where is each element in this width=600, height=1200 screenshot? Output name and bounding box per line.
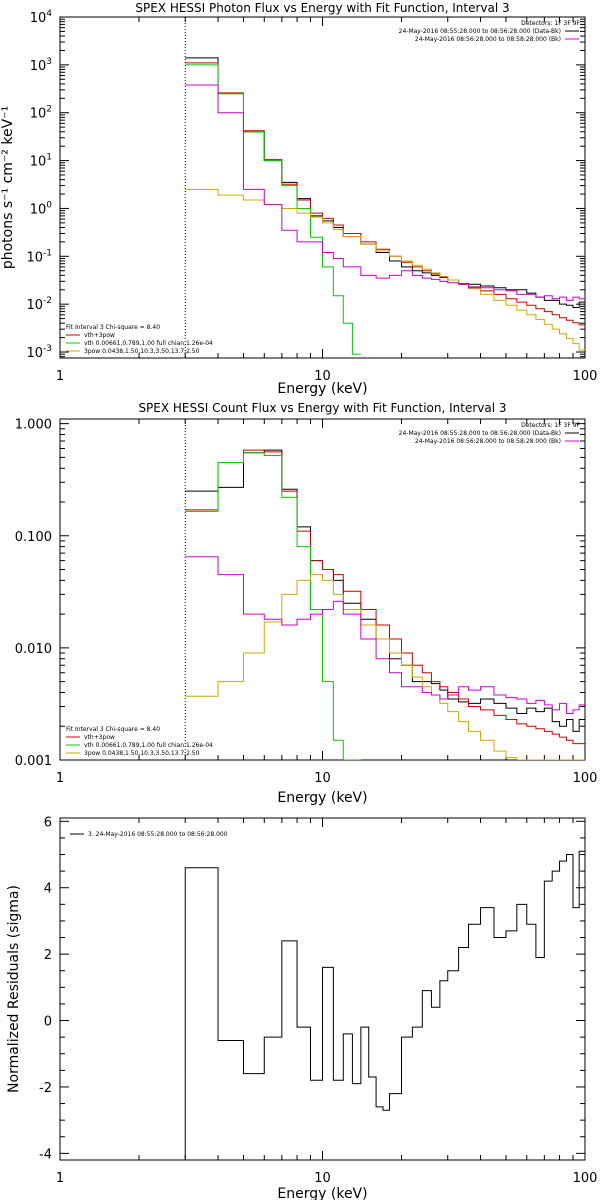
x-tick-label: 100 [573,369,598,384]
x-tick-label: 1 [56,771,64,786]
y-tick-label: 2 [44,948,52,963]
x-tick-label: 10 [314,1171,331,1186]
y-tick-label: 0.010 [15,642,52,657]
chart-3: 1 10 100 Energy (keV) -4 -2 0 2 4 6 Normalized Res… [6,815,597,1200]
plot-frame [59,16,586,359]
y-tick-label: 1.000 [15,418,52,433]
legend-entry: 24-May-2016 08:56:28.000 to 08:58:28.000… [415,438,561,445]
y-tick-label: 0 [44,1015,52,1030]
series-group [185,449,585,760]
legend-header: Fit Interval 3 Chi-square = 8.40 [66,324,160,331]
y-tick-label: 0.001 [15,754,52,769]
y-tick-label: 4 [44,882,52,897]
y-axis: 0.001 0.010 0.100 1.000 [15,418,585,769]
y-axis-label: counts s⁻¹ cm⁻² keV⁻¹ [0,513,1,667]
legend-entry: vth+3pow [84,332,115,339]
legend-entry: 3pow 0.0438,1.50,10.3,3.50,13.7,2.50 [84,750,200,757]
legend-bottom-left: Fit Interval 3 Chi-square = 8.40vth+3pow… [66,726,213,757]
x-tick-label: 1 [56,369,64,384]
y-tick-label: 104 [30,9,53,26]
series-3pow [185,574,585,760]
y-tick-label: 100 [30,200,53,217]
legend-entry: 3. 24-May-2016 08:55:28.000 to 08:56:28.… [88,831,228,838]
chart-title: SPEX HESSI Photon Flux vs Energy with Fi… [135,1,509,15]
series-group [185,57,585,355]
legend-header: Detectors: 1F 3F 9F [521,422,580,429]
x-axis-label: Energy (keV) [277,790,367,806]
series-vth-3pow [185,449,585,745]
series-data-bk [185,57,585,309]
y-axis: -4 -2 0 2 4 6 [39,815,585,1162]
x-tick-label: 10 [314,369,331,384]
x-tick-label: 10 [314,771,331,786]
legend-entry: vth 0.00661,0.789,1.00 full chian 1.26e-… [84,340,213,347]
chart-1: SPEX HESSI Photon Flux vs Energy with Fi… [0,1,597,397]
series-vth [185,64,361,355]
y-tick-label: 10-2 [26,296,52,313]
series-3pow [185,188,585,351]
legend-entry: 3pow 0.0438,1.50,10.3,3.50,13.7,2.50 [84,348,200,355]
series-vth-3pow [185,62,585,326]
x-tick-label: 100 [573,771,598,786]
chart-title: SPEX HESSI Count Flux vs Energy with Fit… [138,401,506,415]
series-data-bk [185,449,585,732]
legend-header: Detectors: 1F 3F 9F [521,20,580,27]
y-axis-label: photons s⁻¹ cm⁻² keV⁻¹ [0,106,16,269]
series-bk [185,556,585,714]
x-axis-label: Energy (keV) [277,1186,367,1200]
y-tick-label: 0.100 [15,530,52,545]
x-axis-label: Energy (keV) [277,381,367,397]
legend-entry: 24-May-2016 08:56:28.000 to 08:58:28.000… [415,36,561,43]
y-axis-label: Normalized Residuals (sigma) [6,885,22,1093]
y-tick-label: 10-1 [26,248,52,265]
y-tick-label: -4 [39,1147,52,1162]
x-axis: 1 10 100 [56,818,598,1186]
series-group [184,850,585,1160]
legend-entry: vth+3pow [84,734,115,741]
y-tick-label: 102 [30,105,52,122]
chart-2: SPEX HESSI Count Flux vs Energy with Fit… [0,401,597,806]
x-axis: 1 10 100 [56,419,598,786]
legend-entry: 24-May-2016 08:55:28.000 to 08:56:28.000… [399,430,561,437]
series-3-24-may-2016-08-55-28-000-to-08-56-28-000 [184,850,585,1160]
x-tick-label: 100 [573,1171,598,1186]
x-tick-label: 1 [56,1171,64,1186]
plot-frame [59,418,586,761]
y-tick-label: 101 [30,153,52,170]
legend-bottom-left: Fit Interval 3 Chi-square = 8.40vth+3pow… [66,324,213,355]
legend-top-left: 3. 24-May-2016 08:55:28.000 to 08:56:28.… [70,831,228,838]
legend-header: Fit Interval 3 Chi-square = 8.40 [66,726,160,733]
y-axis: 10-3 10-2 10-1 100 101 102 103 104 [26,9,585,361]
series-vth [185,452,361,760]
x-axis: 1 10 100 [56,17,598,384]
series-bk [185,84,585,301]
y-tick-label: -2 [39,1081,52,1096]
legend-entry: 24-May-2016 08:55:28.000 to 08:56:28.000… [399,28,561,35]
y-tick-label: 10-3 [26,344,52,361]
y-tick-label: 103 [30,57,52,74]
legend-entry: vth 0.00661,0.789,1.00 full chian 1.26e-… [84,742,213,749]
y-tick-label: 6 [44,815,52,830]
